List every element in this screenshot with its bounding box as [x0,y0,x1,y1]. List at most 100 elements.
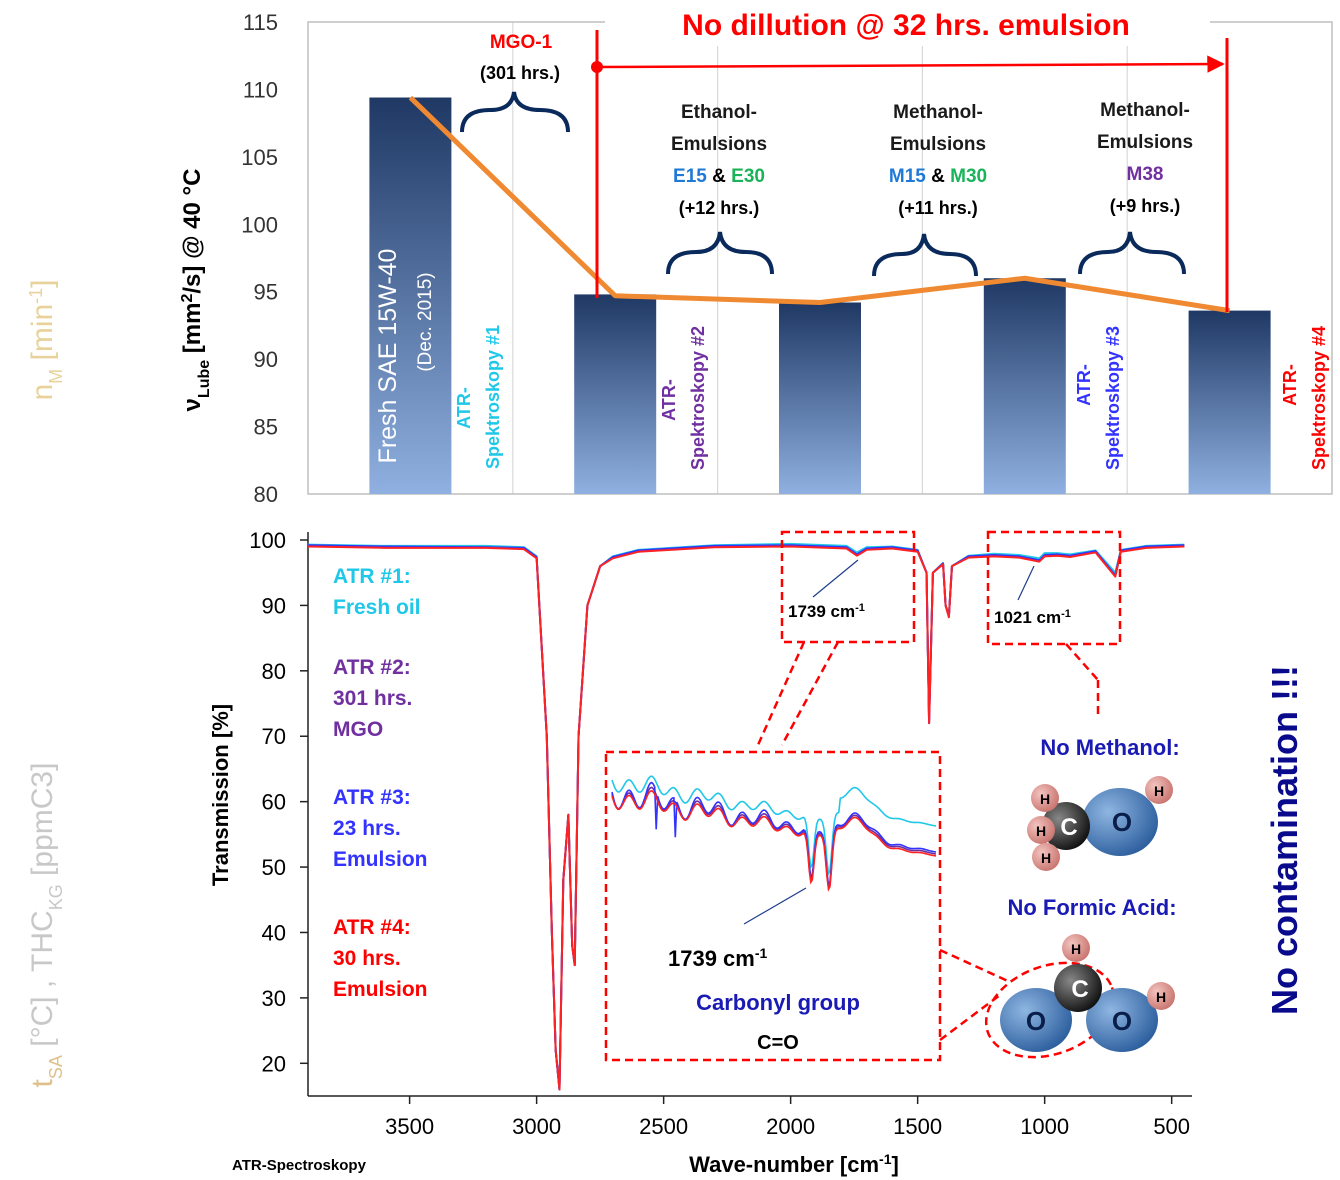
atr2-label-line2: Spektroskopy #2 [688,326,708,470]
methanol-b-title-2: Emulsions [1097,132,1193,153]
spectrum-legend: ATR #1: Fresh oil ATR #2: 301 hrs. MGO ATR #3… [333,565,428,1001]
methanol-h-letter-3: H [1041,850,1051,866]
viscosity-bar [779,302,861,494]
peak-1021-pointer [1017,565,1035,601]
ftir-spectrum-chart: 100 90 80 70 60 50 40 30 20 3500 3000 2500 2000 1500… [208,528,1192,1177]
ethanol-title-1: Ethanol- [681,102,757,123]
bottom-x-tick-label: 2500 [639,1114,688,1139]
methanol-annotation-a: Methanol- Emulsions M15 & M30 (+11 hrs.) [872,102,987,277]
atr4-label-line1: ATR- [1280,364,1300,406]
faded-nm-label: nM [min-1] [26,279,66,400]
top-bars [369,97,1271,495]
bottom-x-tick-label: 3500 [385,1114,434,1139]
zoom-connector-right [780,641,840,746]
formic-o-letter-2: O [1112,1006,1132,1036]
ethanol-annotation: Ethanol- Emulsions E15 & E30 (+12 hrs.) [666,102,774,275]
zoom-1021-connector-a [1065,643,1099,681]
methanol-annotation-b: Methanol- Emulsions M38 (+9 hrs.) [1078,100,1193,275]
bottom-y-tick-label: 30 [262,986,286,1011]
top-y-tick-label: 80 [254,482,278,507]
viscosity-bar [574,294,657,494]
methanol-o-letter: O [1112,807,1132,837]
methanol-h-letter-1: H [1040,791,1050,807]
inset-peak-pointer [743,887,807,925]
methanol-b-code: M38 [1127,164,1164,185]
inset-peak-label: 1739 cm-1 [668,945,768,971]
banner-background [605,4,1210,46]
legend-text: 23 hrs. [333,817,401,840]
legend-text: 30 hrs. [333,947,401,970]
peak-1021-label: 1021 cm-1 [994,608,1071,627]
top-y-tick-label: 90 [254,347,278,372]
bottom-y-tick-label: 40 [262,920,286,945]
atr1-label-line2: Spektroskopy #1 [483,325,503,469]
formic-h-letter-2: H [1156,989,1166,1005]
methanol-a-codes: M15 & M30 [889,166,987,187]
methanol-hydrogen-atom-1 [1031,784,1059,812]
legend-text: ATR #1: [333,565,411,588]
bottom-x-tick-label: 2000 [766,1114,815,1139]
methanol-h-letter-4: H [1154,783,1164,799]
legend-text: MGO [333,718,383,741]
formic-oxygen-atom-2 [1086,988,1158,1052]
methanol-hydrogen-atom-2 [1027,816,1055,844]
bottom-y-tick-label: 20 [262,1051,286,1076]
peak-1739-pointer [812,559,859,598]
methanol-a-title-1: Methanol- [893,102,983,123]
bottom-x-tick-label: 3000 [512,1114,561,1139]
legend-text: 301 hrs. [333,687,412,710]
peak-1739-label: 1739 cm-1 [788,602,865,621]
bottom-x-tick-label: 1500 [893,1114,942,1139]
faded-left-labels: nM [min-1] tSA [°C] , THCKG [ppmC3] [26,279,66,1087]
top-y-axis-ticks: 115 110 105 100 95 90 85 80 [241,10,278,507]
ethanol-brace [666,231,774,275]
methanol-h-letter-2: H [1036,823,1046,839]
zoom-box-1739 [780,530,916,644]
bottom-y-tick-label: 90 [262,593,286,618]
formic-h-letter-1: H [1071,941,1081,957]
zoom-box-1021 [986,530,1122,646]
top-y-tick-label: 85 [254,415,278,440]
inset-spectrum-line [611,789,937,892]
methanol-a-brace [872,233,978,277]
dilution-banner: No dillution @ 32 hrs. emulsion [682,9,1130,42]
inset-formic-connector-b [939,994,1001,1041]
inset-formic-connector-a [939,948,1011,984]
inset-carbonyl-label: Carbonyl group [696,990,860,1015]
spectra-lines [307,542,1185,1091]
ethanol-codes: E15 & E30 [673,166,765,187]
atr4-label-line2: Spektroskopy #4 [1309,326,1329,470]
viscosity-bar [983,278,1066,494]
methanol-a-title-2: Emulsions [890,134,986,155]
methanol-b-title-1: Methanol- [1100,100,1190,121]
atr2-label-line1: ATR- [659,379,679,421]
bottom-y-tick-label: 50 [262,855,286,880]
formic-acid-molecule: C O O H H [984,934,1175,1059]
inset-spectrum-line [611,775,937,877]
legend-text: Emulsion [333,848,428,871]
formic-hydrogen-atom-1 [1062,934,1090,962]
top-chart-gridlines [512,22,1128,494]
spectrum-line [307,545,1185,1091]
bottom-y-tick-label: 60 [262,790,286,815]
viscosity-bar [369,97,452,495]
ethanol-hours: (+12 hrs.) [679,198,760,218]
bottom-x-tick-label: 500 [1153,1114,1190,1139]
bottom-x-axis-label: Wave-number [cm-1] [689,1151,899,1177]
atr1-label-line1: ATR- [454,387,474,429]
formic-highlight-ring [984,961,1116,1059]
inset-box [604,750,942,1062]
no-formic-acid-label: No Formic Acid: [1007,895,1176,920]
bottom-x-axis-ticks: 3500 3000 2500 2000 1500 1000 500 [385,1096,1190,1139]
formic-hydrogen-atom-2 [1147,982,1175,1010]
red-duration-arrow [596,55,1225,73]
legend-text: ATR #3: [333,786,411,809]
viscosity-trend-line [408,95,1230,314]
viscosity-bar [1188,310,1271,494]
mgo-title: MGO-1 [490,32,553,53]
formic-o-letter-1: O [1026,1006,1046,1036]
methanol-hydrogen-atom-3 [1032,843,1060,871]
fresh-bar-label: Fresh SAE 15W-40 [374,249,402,464]
ethanol-title-2: Emulsions [671,134,767,155]
